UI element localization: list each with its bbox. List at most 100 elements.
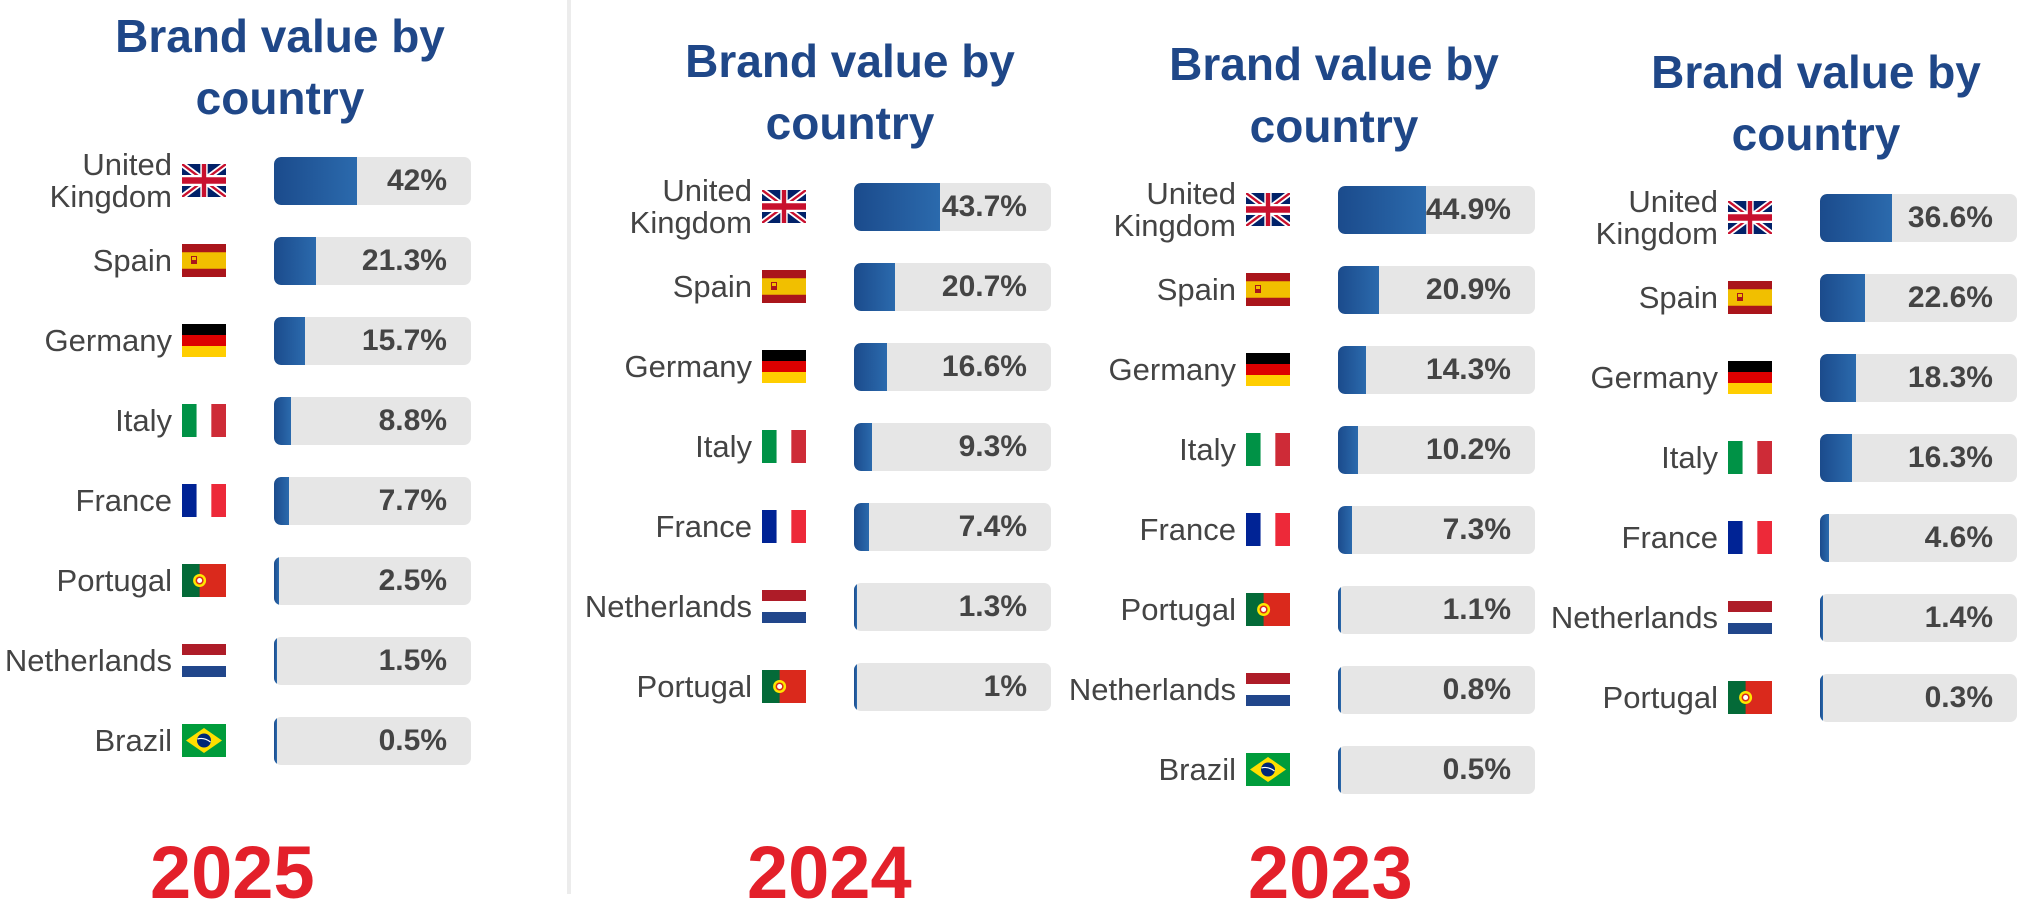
bar-row: Brazil 0.5% (1064, 746, 1544, 794)
category-label: United Kingdom (1595, 184, 1718, 251)
panel-divider (567, 0, 571, 894)
bar-track: 16.3% (1820, 434, 2017, 482)
chart-panel-fourth: Brand value by country United Kingdom 36.6… (1546, 0, 2024, 924)
germany-flag-icon (182, 324, 226, 357)
category-label: Brazil (94, 723, 172, 758)
category-label: Italy (115, 403, 172, 438)
value-label: 1.3% (958, 590, 1027, 623)
brazil-flag-icon (1246, 753, 1290, 786)
value-label: 4.6% (1924, 521, 1993, 554)
category-label: Germany (1590, 360, 1718, 395)
bar-track: 7.3% (1338, 506, 1535, 554)
value-label: 0.5% (1442, 753, 1511, 786)
bar-row: Netherlands 0.8% (1064, 666, 1544, 714)
category-label: France (655, 509, 752, 544)
value-label: 20.7% (941, 270, 1027, 303)
netherlands-flag-icon (1728, 601, 1772, 634)
category-label: Spain (92, 243, 172, 278)
value-label: 7.7% (378, 484, 447, 517)
category-label: Portugal (56, 563, 172, 598)
value-label: 8.8% (378, 404, 447, 437)
bar-row: France 7.7% (0, 477, 480, 525)
italy-flag-icon (182, 404, 226, 437)
bar (1820, 434, 1852, 482)
bar (1338, 586, 1341, 634)
value-label: 16.6% (941, 350, 1027, 383)
category-label: Spain (1156, 272, 1236, 307)
bar-row: Portugal 2.5% (0, 557, 480, 605)
bar-track: 1.3% (854, 583, 1051, 631)
bar (274, 477, 289, 525)
bar-track: 2.5% (274, 557, 471, 605)
value-label: 9.3% (958, 430, 1027, 463)
bar (854, 663, 857, 711)
value-label: 21.3% (361, 244, 447, 277)
category-label: France (1621, 520, 1718, 555)
value-label: 1.1% (1442, 593, 1511, 626)
value-label: 0.3% (1924, 681, 1993, 714)
bar-row: Germany 15.7% (0, 317, 480, 365)
category-label: Germany (44, 323, 172, 358)
bar-track: 22.6% (1820, 274, 2017, 322)
bar-track: 44.9% (1338, 186, 1535, 234)
bar-row: Portugal 0.3% (1546, 674, 2024, 722)
category-label: Portugal (1602, 680, 1718, 715)
value-label: 7.4% (958, 510, 1027, 543)
bar (1820, 514, 1829, 562)
category-label: Brazil (1158, 752, 1236, 787)
bar-track: 1.4% (1820, 594, 2017, 642)
portugal-flag-icon (182, 564, 226, 597)
value-label: 2.5% (378, 564, 447, 597)
value-label: 22.6% (1907, 281, 1993, 314)
bar-track: 0.8% (1338, 666, 1535, 714)
portugal-flag-icon (1728, 681, 1772, 714)
bar-row: Italy 10.2% (1064, 426, 1544, 474)
category-label: Spain (672, 269, 752, 304)
category-label: France (75, 483, 172, 518)
year-label-2025: 2025 (150, 831, 315, 914)
germany-flag-icon (1246, 353, 1290, 386)
uk-flag-icon (762, 190, 806, 223)
bar (1338, 666, 1341, 714)
chart-title: Brand value by country (1651, 46, 1981, 160)
value-label: 14.3% (1425, 353, 1511, 386)
bar-row: Italy 8.8% (0, 397, 480, 445)
italy-flag-icon (1246, 433, 1290, 466)
year-label-2024: 2024 (747, 831, 912, 914)
bar-row: Italy 9.3% (580, 423, 1060, 471)
value-label: 16.3% (1907, 441, 1993, 474)
bar (1338, 346, 1366, 394)
spain-flag-icon (762, 270, 806, 303)
bar-row: United Kingdom 43.7% (580, 175, 1060, 239)
bar (854, 343, 887, 391)
bar-track: 18.3% (1820, 354, 2017, 402)
category-label: Portugal (1120, 592, 1236, 627)
chart-title: Brand value by country (1169, 38, 1499, 152)
category-label: Netherlands (4, 643, 172, 678)
bar-track: 21.3% (274, 237, 471, 285)
bar-track: 16.6% (854, 343, 1051, 391)
bar-row: Spain 21.3% (0, 237, 480, 285)
value-label: 42% (386, 164, 447, 197)
bar-track: 0.5% (1338, 746, 1535, 794)
chart-title: Brand value by country (685, 35, 1015, 149)
bar-track: 8.8% (274, 397, 471, 445)
category-label: Netherlands (584, 589, 752, 624)
bar-track: 10.2% (1338, 426, 1535, 474)
category-label: Netherlands (1550, 600, 1718, 635)
france-flag-icon (1246, 513, 1290, 546)
chart-panel-2024: Brand value by country United Kingdom 43.7… (580, 0, 1060, 924)
uk-flag-icon (182, 164, 226, 197)
bar-row: Germany 14.3% (1064, 346, 1544, 394)
bar-row: Portugal 1.1% (1064, 586, 1544, 634)
bar (1820, 194, 1892, 242)
category-label: Italy (1661, 440, 1718, 475)
category-label: Spain (1638, 280, 1718, 315)
chart-panel-2023: Brand value by country United Kingdom 44.9… (1064, 0, 1544, 924)
category-label: United Kingdom (49, 147, 172, 214)
netherlands-flag-icon (762, 590, 806, 623)
value-label: 1.5% (378, 644, 447, 677)
category-label: United Kingdom (1113, 176, 1236, 243)
category-label: Portugal (636, 669, 752, 704)
bar-row: Spain 22.6% (1546, 274, 2024, 322)
